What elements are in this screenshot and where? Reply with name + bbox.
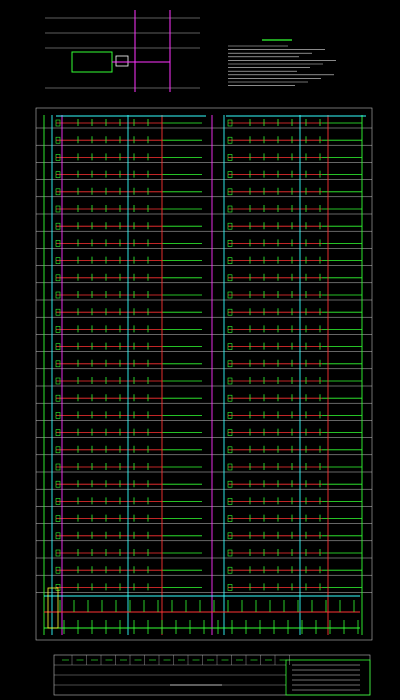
valve bbox=[227, 308, 233, 316]
valve bbox=[55, 446, 61, 454]
valve bbox=[227, 326, 233, 333]
valve bbox=[227, 119, 233, 127]
valve bbox=[55, 532, 61, 540]
valve bbox=[227, 240, 233, 247]
valve bbox=[227, 274, 233, 282]
valve bbox=[55, 274, 61, 282]
legend-table bbox=[53, 654, 371, 696]
riser-diagram bbox=[35, 107, 373, 641]
valve bbox=[55, 240, 61, 247]
valve bbox=[227, 377, 233, 385]
valve bbox=[55, 480, 61, 488]
valve bbox=[55, 412, 61, 419]
equipment-box bbox=[115, 55, 129, 67]
valve bbox=[55, 257, 61, 264]
frame bbox=[35, 107, 373, 641]
valve bbox=[55, 308, 61, 316]
valve bbox=[55, 171, 61, 178]
valve bbox=[55, 154, 61, 161]
valve bbox=[227, 412, 233, 419]
valve bbox=[227, 257, 233, 264]
valve bbox=[55, 222, 61, 230]
valve bbox=[227, 205, 233, 213]
valve bbox=[227, 136, 233, 144]
valve bbox=[227, 291, 233, 299]
valve bbox=[227, 154, 233, 161]
notes-block bbox=[228, 39, 336, 86]
valve bbox=[227, 463, 233, 471]
valve bbox=[227, 584, 233, 591]
title-block bbox=[285, 659, 371, 696]
valve bbox=[227, 446, 233, 454]
valve bbox=[55, 429, 61, 436]
valve bbox=[55, 498, 61, 505]
valve bbox=[55, 394, 61, 402]
valve bbox=[227, 480, 233, 488]
valve bbox=[227, 360, 233, 368]
valve bbox=[227, 188, 233, 196]
valve bbox=[55, 119, 61, 127]
valve bbox=[55, 188, 61, 196]
valve bbox=[55, 136, 61, 144]
valve bbox=[227, 222, 233, 230]
valve bbox=[227, 429, 233, 436]
valve bbox=[55, 377, 61, 385]
valve bbox=[55, 566, 61, 574]
valve bbox=[227, 343, 233, 350]
valve bbox=[227, 515, 233, 522]
valve bbox=[227, 394, 233, 402]
valve bbox=[55, 343, 61, 350]
valve bbox=[55, 463, 61, 471]
valve bbox=[55, 326, 61, 333]
pump-box bbox=[47, 587, 59, 629]
valve bbox=[55, 515, 61, 522]
valve bbox=[55, 549, 61, 557]
valve bbox=[55, 360, 61, 368]
valve bbox=[227, 498, 233, 505]
valve bbox=[227, 171, 233, 178]
valve bbox=[55, 291, 61, 299]
valve bbox=[227, 566, 233, 574]
system-schematic bbox=[45, 10, 200, 92]
valve bbox=[227, 532, 233, 540]
valve bbox=[227, 549, 233, 557]
valve bbox=[55, 205, 61, 213]
